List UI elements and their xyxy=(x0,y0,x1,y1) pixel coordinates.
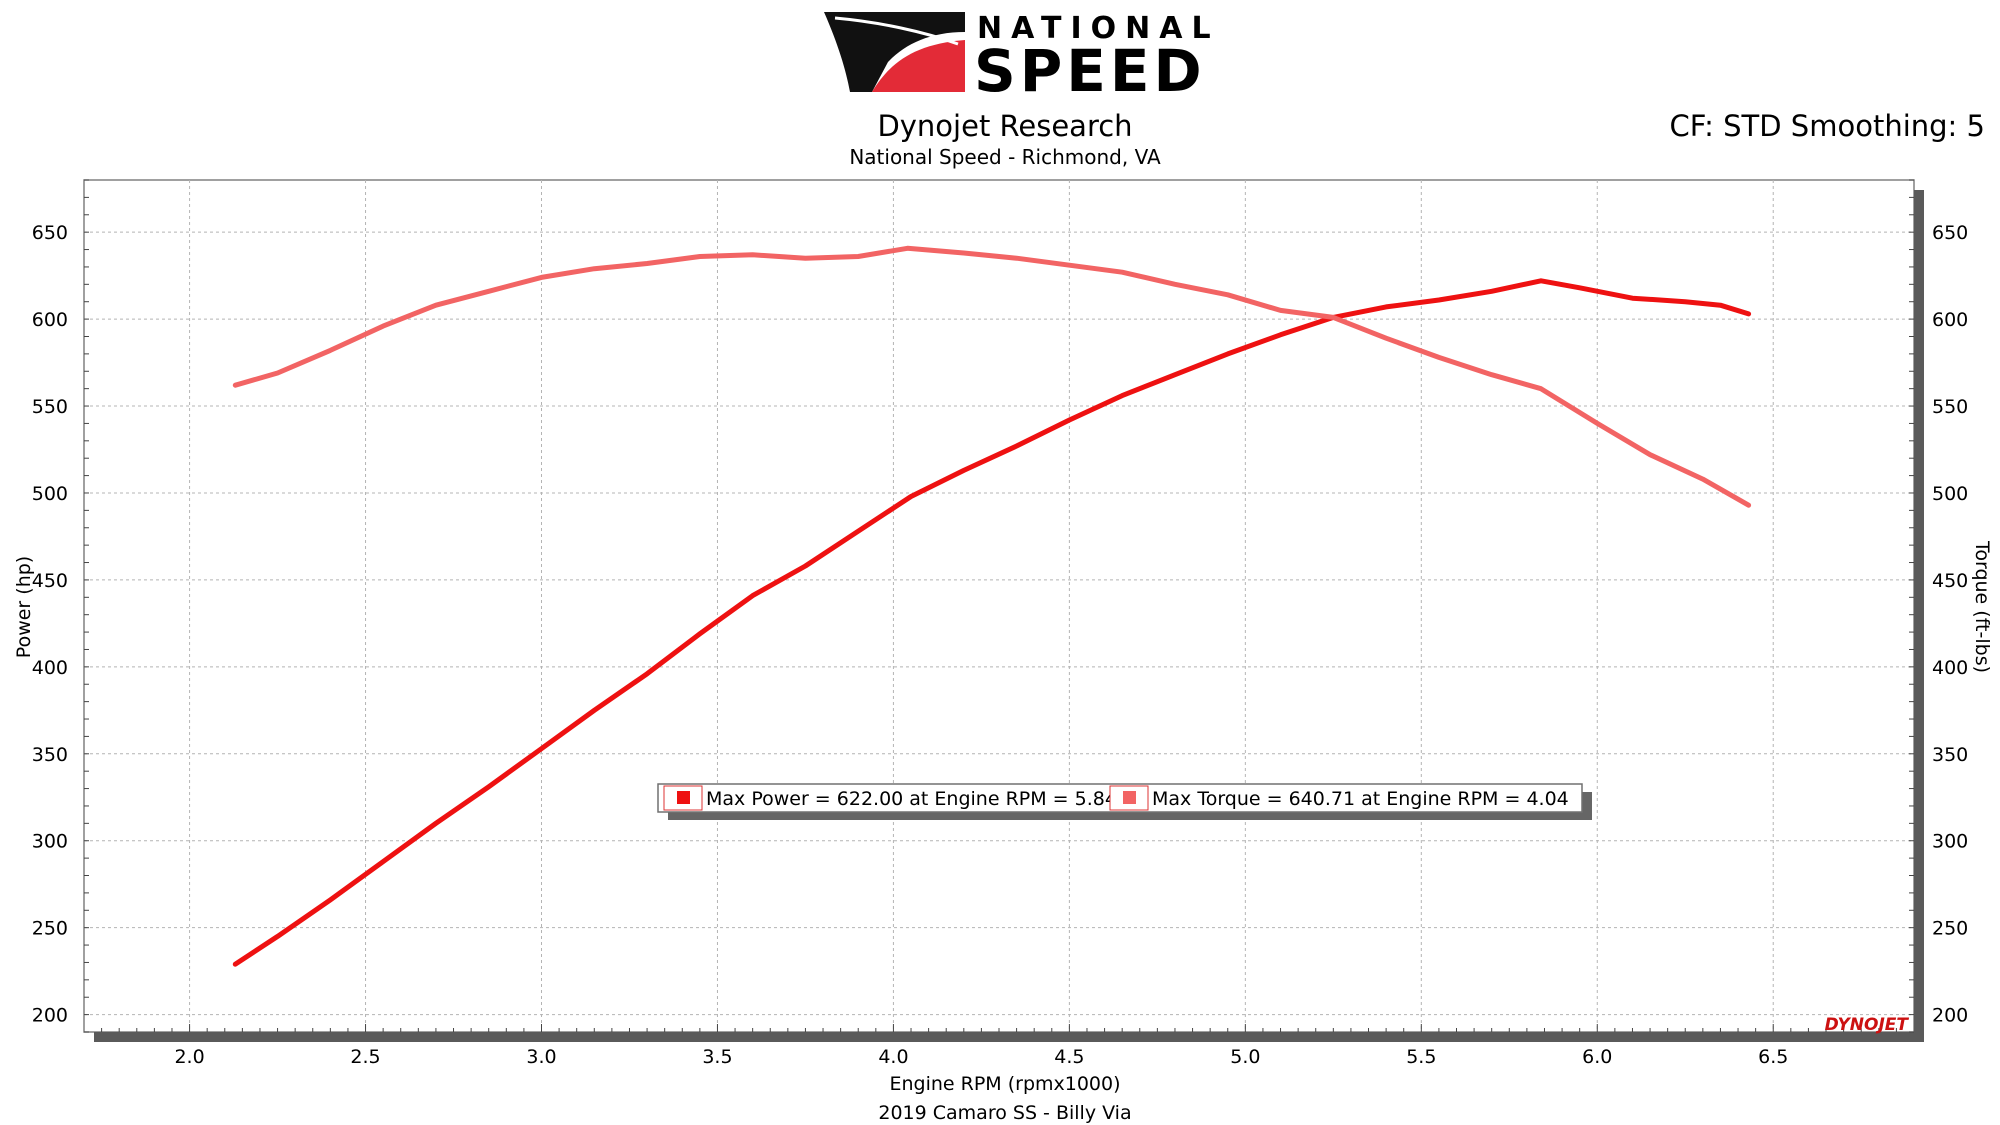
y-tick-label-left: 650 xyxy=(32,222,68,244)
y-axis-left-title: Power (hp) xyxy=(13,556,35,658)
legend-entry-torque: Max Torque = 640.71 at Engine RPM = 4.04 xyxy=(1152,788,1569,810)
x-tick-label: 6.0 xyxy=(1582,1046,1612,1068)
settings-label: CF: STD Smoothing: 5 xyxy=(1669,109,1985,143)
y-tick-label-right: 650 xyxy=(1932,222,1968,244)
y-tick-label-right: 200 xyxy=(1932,1005,1968,1027)
logo-swoosh-red xyxy=(872,40,965,92)
legend: Max Power = 622.00 at Engine RPM = 5.84 … xyxy=(657,783,1592,820)
ticks xyxy=(84,179,1914,1033)
y-tick-label-left: 400 xyxy=(32,657,68,679)
y-tick-label-right: 350 xyxy=(1932,744,1968,766)
y-tick-label-right: 550 xyxy=(1932,396,1968,418)
x-tick-label: 5.5 xyxy=(1406,1046,1436,1068)
legend-entry-power: Max Power = 622.00 at Engine RPM = 5.84 xyxy=(706,788,1117,810)
logo-text-speed: SPEED xyxy=(974,37,1206,105)
dynojet-watermark: DYNOJET xyxy=(1825,1015,1910,1035)
y-tick-label-right: 300 xyxy=(1932,831,1968,853)
x-tick-label: 5.0 xyxy=(1230,1046,1260,1068)
y-tick-label-right: 500 xyxy=(1932,483,1968,505)
torque-curve xyxy=(232,245,1752,508)
y-tick-label-left: 350 xyxy=(32,744,68,766)
chart-subtitle: National Speed - Richmond, VA xyxy=(849,145,1161,169)
plot-frame xyxy=(83,179,1915,1033)
y-tick-label-right: 600 xyxy=(1932,309,1968,331)
chart-title: Dynojet Research xyxy=(877,109,1132,143)
x-tick-label: 4.5 xyxy=(1054,1046,1084,1068)
y-tick-label-left: 300 xyxy=(32,831,68,853)
national-speed-logo: NATIONAL SPEED xyxy=(824,11,1220,105)
logo-swoosh-stripe xyxy=(834,16,959,46)
legend-swatch-power xyxy=(677,791,690,804)
x-tick-label: 2.5 xyxy=(350,1046,380,1068)
x-tick-label: 3.0 xyxy=(526,1046,556,1068)
y-tick-label-left: 600 xyxy=(32,309,68,331)
x-axis-band xyxy=(94,1032,1924,1042)
logo-text-national: NATIONAL xyxy=(977,11,1220,46)
x-tick-label: 6.5 xyxy=(1758,1046,1788,1068)
logo-swoosh-black xyxy=(824,12,965,92)
x-axis-title: Engine RPM (rpmx1000) xyxy=(889,1073,1120,1095)
x-tick-label: 4.0 xyxy=(878,1046,908,1068)
x-tick-label: 2.0 xyxy=(174,1046,204,1068)
y-axis-right-title: Torque (ft-lbs) xyxy=(1971,540,1993,673)
y-axis-right-band xyxy=(1914,190,1924,1032)
vehicle-label: 2019 Camaro SS - Billy Via xyxy=(878,1102,1131,1124)
y-tick-label-right: 450 xyxy=(1932,570,1968,592)
y-tick-label-left: 450 xyxy=(32,570,68,592)
tick-labels: 2.0 2.5 3.0 3.5 4.0 4.5 5.0 5.5 6.0 6.5 200 200 250 2… xyxy=(32,222,1969,1068)
series xyxy=(232,245,1752,967)
y-tick-label-left: 250 xyxy=(32,918,68,940)
y-tick-label-right: 400 xyxy=(1932,657,1968,679)
y-tick-label-left: 200 xyxy=(32,1005,68,1027)
power-curve xyxy=(232,278,1752,967)
x-tick-label: 3.5 xyxy=(702,1046,732,1068)
legend-swatch-torque xyxy=(1123,791,1136,804)
y-tick-label-left: 500 xyxy=(32,483,68,505)
grid xyxy=(84,180,1914,1032)
y-tick-label-right: 250 xyxy=(1932,918,1968,940)
y-tick-label-left: 550 xyxy=(32,396,68,418)
